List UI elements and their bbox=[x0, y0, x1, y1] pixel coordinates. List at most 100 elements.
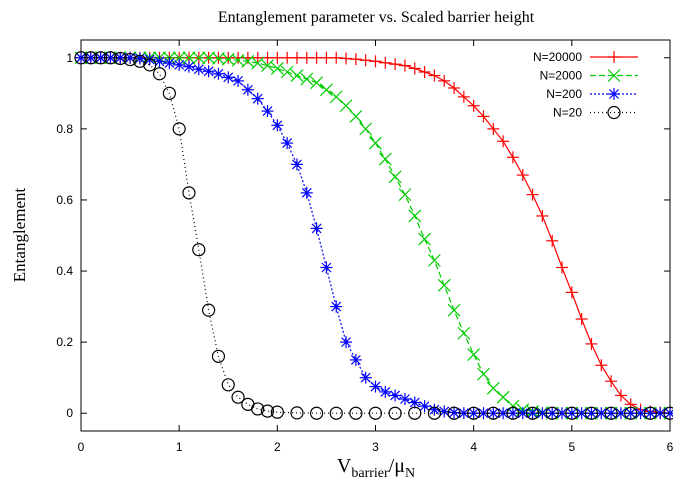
data-point bbox=[427, 253, 441, 267]
marker-stroke bbox=[321, 262, 332, 273]
marker-stroke bbox=[388, 406, 402, 420]
marker-stroke bbox=[172, 122, 186, 136]
data-point bbox=[506, 406, 520, 420]
data-point bbox=[565, 286, 578, 299]
marker-stroke bbox=[331, 301, 342, 312]
y-axis-ticks: 0 0.2 0.4 0.6 0.8 1 bbox=[56, 51, 670, 420]
data-point bbox=[103, 51, 118, 65]
marker-stroke bbox=[576, 408, 587, 419]
y-tick-label: 0.4 bbox=[56, 264, 73, 278]
marker-stroke bbox=[311, 223, 322, 234]
data-point bbox=[271, 119, 284, 132]
marker-stroke bbox=[202, 51, 216, 65]
marker-stroke bbox=[419, 401, 430, 412]
legend-label: N=200 bbox=[546, 87, 582, 101]
marker-stroke bbox=[192, 51, 206, 65]
marker-stroke bbox=[162, 86, 176, 100]
marker-stroke bbox=[105, 52, 116, 63]
marker-stroke bbox=[584, 406, 599, 420]
data-point bbox=[173, 58, 186, 71]
data-point bbox=[281, 137, 294, 150]
data-point bbox=[438, 74, 451, 87]
data-point bbox=[605, 375, 618, 388]
marker-stroke bbox=[398, 188, 412, 202]
x-axis-ticks: 0 1 2 3 4 5 6 bbox=[78, 40, 673, 454]
data-point bbox=[320, 261, 333, 274]
x-tick-label: 1 bbox=[176, 440, 183, 454]
marker-stroke bbox=[272, 120, 283, 131]
data-point bbox=[388, 406, 402, 420]
data-point bbox=[437, 278, 451, 292]
data-point bbox=[163, 57, 176, 70]
marker-stroke bbox=[251, 402, 265, 416]
series-n-20000 bbox=[75, 51, 673, 420]
marker-stroke bbox=[152, 67, 167, 81]
data-point bbox=[143, 58, 157, 72]
data-point bbox=[447, 406, 461, 420]
marker-stroke bbox=[261, 59, 274, 73]
y-tick-label: 1 bbox=[66, 51, 73, 65]
data-point bbox=[369, 380, 382, 393]
marker-stroke bbox=[498, 408, 509, 419]
data-point bbox=[448, 406, 461, 419]
data-point bbox=[349, 109, 363, 123]
marker-stroke bbox=[221, 378, 235, 392]
marker-stroke bbox=[300, 72, 314, 86]
data-point bbox=[408, 396, 421, 409]
data-point bbox=[418, 65, 431, 78]
data-point bbox=[546, 234, 559, 247]
marker-stroke bbox=[488, 408, 499, 419]
marker-stroke bbox=[213, 68, 224, 79]
marker-stroke bbox=[290, 406, 304, 420]
marker-stroke bbox=[154, 56, 165, 67]
marker-stroke bbox=[429, 404, 440, 415]
data-point bbox=[545, 406, 559, 420]
marker-stroke bbox=[280, 65, 294, 79]
marker-stroke bbox=[447, 406, 461, 420]
data-point bbox=[664, 407, 673, 420]
marker-stroke bbox=[319, 83, 333, 97]
marker-stroke bbox=[349, 109, 363, 123]
marker-stroke bbox=[467, 406, 481, 420]
marker-stroke bbox=[192, 243, 206, 257]
marker-stroke bbox=[174, 59, 185, 70]
data-point bbox=[123, 52, 137, 67]
marker-stroke bbox=[663, 406, 673, 420]
data-point bbox=[408, 62, 421, 75]
data-point bbox=[270, 62, 284, 75]
legend-label: N=20 bbox=[553, 106, 582, 120]
marker-stroke bbox=[496, 390, 510, 404]
data-point bbox=[418, 232, 432, 246]
data-point bbox=[349, 53, 362, 66]
marker-stroke bbox=[388, 170, 402, 184]
data-point bbox=[369, 136, 382, 150]
data-point bbox=[232, 74, 245, 87]
data-point bbox=[152, 67, 167, 81]
marker-stroke bbox=[262, 106, 273, 117]
data-point bbox=[212, 67, 225, 80]
data-point bbox=[192, 243, 206, 257]
x-tick-label: 5 bbox=[568, 440, 575, 454]
data-point bbox=[624, 406, 638, 420]
marker-stroke bbox=[164, 58, 175, 69]
data-point bbox=[428, 403, 441, 416]
data-point bbox=[172, 51, 186, 65]
data-point bbox=[408, 209, 422, 223]
data-point bbox=[241, 83, 254, 96]
data-point bbox=[486, 406, 500, 420]
marker-stroke bbox=[301, 187, 312, 198]
series-n-20 bbox=[74, 51, 673, 420]
marker-stroke bbox=[270, 62, 284, 75]
data-point bbox=[94, 51, 108, 65]
marker-stroke bbox=[233, 75, 243, 86]
data-point bbox=[153, 55, 166, 68]
data-point bbox=[556, 261, 569, 274]
marker-stroke bbox=[270, 405, 284, 419]
data-point bbox=[428, 69, 441, 82]
marker-stroke bbox=[211, 349, 226, 363]
marker-stroke bbox=[85, 52, 96, 63]
data-point bbox=[369, 55, 382, 68]
data-point bbox=[310, 406, 324, 420]
data-point bbox=[290, 406, 304, 420]
